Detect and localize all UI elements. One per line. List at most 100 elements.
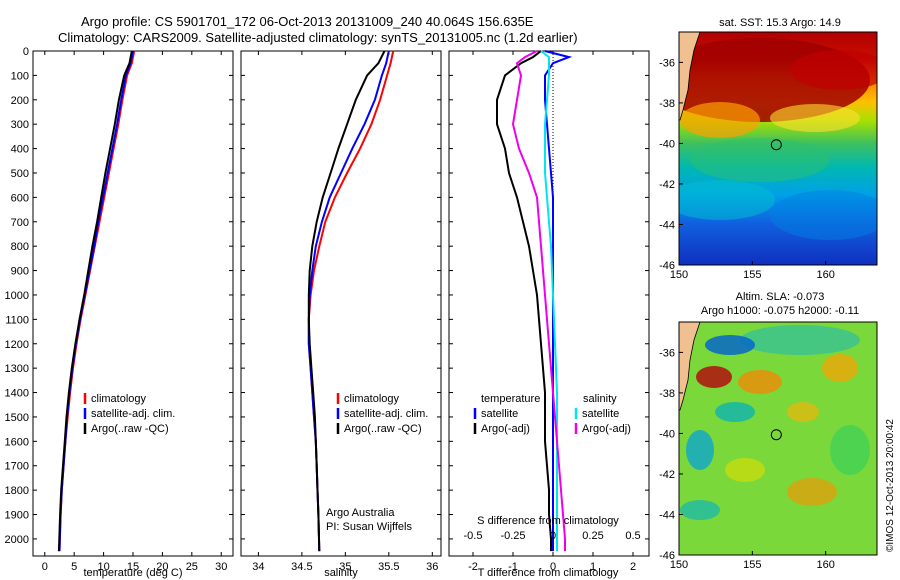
difference-profiles — [496, 50, 573, 552]
x-tick-label: -1 — [508, 561, 518, 573]
x-tick-label: -2 — [468, 561, 478, 573]
depth-tick-label: 1800 — [5, 485, 29, 497]
depth-tick-label: 2000 — [5, 534, 29, 546]
temperature-profiles — [57, 50, 136, 552]
difference-panel: -2 -1 0 1 2 temperature salinity satellite A… — [448, 50, 650, 579]
annotation-argo-australia: Argo Australia — [326, 507, 395, 519]
annotation-pi: PI: Susan Wijffels — [326, 521, 412, 533]
s-tick-label: 0.5 — [625, 530, 640, 542]
lon-tick-label: 155 — [743, 559, 761, 571]
legend-label: climatology — [344, 393, 400, 405]
temperature-legend: climatology satellite-adj. clim. Argo(..… — [83, 393, 175, 435]
lat-tick-label: -38 — [659, 388, 675, 400]
series-line — [57, 50, 133, 552]
depth-tick-label: 900 — [11, 266, 29, 278]
lat-tick-label: -44 — [659, 509, 675, 521]
x-tick-label: 15 — [127, 561, 139, 573]
figure-title-line1: Argo profile: CS 5901701_172 06-Oct-2013… — [81, 14, 534, 29]
depth-tick-label: 300 — [11, 119, 29, 131]
legend-label: Argo(..raw -QC) — [91, 423, 169, 435]
x-tick-label: 5 — [71, 561, 77, 573]
lat-tick-label: -42 — [659, 179, 675, 191]
x-tick-label: 0 — [550, 561, 556, 573]
depth-tick-label: 1000 — [5, 290, 29, 302]
x-tick-label: 25 — [186, 561, 198, 573]
depth-axis: 0 100 200 300 400 500 600 700 800 900 1000 1100 1200… — [5, 46, 233, 546]
lat-tick-label: -42 — [659, 469, 675, 481]
salinity-x-label: salinity — [324, 567, 358, 579]
sla-map-title: Altim. SLA: -0.073 — [736, 291, 825, 303]
s-tick-label: 0 — [550, 530, 556, 542]
salinity-profiles — [307, 50, 395, 552]
series-line — [307, 50, 386, 552]
series-line — [540, 50, 558, 552]
series-line — [511, 50, 566, 552]
depth-tick-label: 1500 — [5, 412, 29, 424]
argo-location-marker — [770, 429, 782, 441]
credit-stamp: ©IMOS 12-Oct-2013 20:00:42 — [885, 419, 896, 552]
depth-tick-label: 400 — [11, 144, 29, 156]
x-tick-label: 1 — [590, 561, 596, 573]
lon-tick-label: 150 — [670, 559, 688, 571]
t-difference-label: T difference from climatology — [478, 567, 619, 579]
sst-map-ticks: 150 155 160 -46 -44 -42 -40 -38 -36 — [659, 57, 835, 281]
lat-tick-label: -44 — [659, 219, 675, 231]
s-tick-label: -0.25 — [500, 530, 525, 542]
legend-label: satellite — [481, 408, 518, 420]
difference-x-axis: -2 -1 0 1 2 — [468, 51, 636, 573]
temperature-x-label: temperature (deg C) — [83, 567, 182, 579]
x-tick-label: 35 — [339, 561, 351, 573]
x-tick-label: 20 — [156, 561, 168, 573]
x-tick-label: 10 — [97, 561, 109, 573]
series-line — [496, 50, 552, 552]
lat-tick-label: -46 — [659, 260, 675, 272]
legend-label: Argo(..raw -QC) — [344, 423, 422, 435]
s-tick-label: -0.5 — [464, 530, 483, 542]
legend-label: satellite — [582, 408, 619, 420]
depth-tick-label: 700 — [11, 217, 29, 229]
depth-tick-label: 1300 — [5, 363, 29, 375]
lat-tick-label: -38 — [659, 98, 675, 110]
depth-tick-label: 1900 — [5, 510, 29, 522]
argo-location-marker — [770, 139, 782, 151]
s-difference-label: S difference from climatology — [477, 515, 619, 527]
x-tick-label: 35.5 — [378, 561, 399, 573]
figure-title-line2: Climatology: CARS2009. Satellite-adjuste… — [58, 30, 578, 45]
depth-tick-label: 1600 — [5, 436, 29, 448]
salinity-depth-ticks — [241, 50, 441, 540]
depth-tick-label: 100 — [11, 70, 29, 82]
lon-tick-label: 160 — [816, 269, 834, 281]
lat-tick-label: -46 — [659, 550, 675, 562]
depth-tick-label: 500 — [11, 168, 29, 180]
s-difference-ticks: -0.5 -0.25 0 0.25 0.5 — [464, 530, 641, 542]
sla-map-panel: Altim. SLA: -0.073 Argo h1000: -0.075 h2… — [659, 291, 878, 571]
depth-tick-label: 600 — [11, 192, 29, 204]
x-tick-label: 36 — [426, 561, 438, 573]
lat-tick-label: -36 — [659, 347, 675, 359]
difference-legend: temperature salinity satellite Argo(-adj… — [473, 393, 631, 435]
legend-heading-salinity: salinity — [583, 393, 617, 405]
depth-tick-label: 1400 — [5, 388, 29, 400]
x-tick-label: 2 — [630, 561, 636, 573]
temperature-panel: 0100200300400500600700800900100011001200… — [5, 46, 234, 579]
salinity-legend: climatology satellite-adj. clim. Argo(..… — [336, 393, 428, 435]
legend-label: climatology — [91, 393, 147, 405]
sla-map-ticks: 150 155 160 -46 -44 -42 -40 -38 -36 — [659, 347, 835, 571]
lat-tick-label: -40 — [659, 138, 675, 150]
salinity-x-axis: 34 34.5 35 35.5 36 — [252, 51, 438, 573]
depth-tick-label: 1200 — [5, 339, 29, 351]
legend-label: satellite-adj. clim. — [91, 408, 175, 420]
depth-tick-label: 0 — [23, 46, 29, 58]
difference-depth-ticks — [449, 50, 649, 540]
legend-label: Argo(-adj) — [582, 423, 631, 435]
depth-tick-label: 1700 — [5, 461, 29, 473]
lat-tick-label: -40 — [659, 428, 675, 440]
salinity-panel: 34 34.5 35 35.5 36 salinity climatology sate… — [240, 50, 442, 579]
depth-tick-label: 1100 — [5, 314, 29, 326]
x-tick-label: 0 — [42, 561, 48, 573]
lon-tick-label: 155 — [743, 269, 761, 281]
lon-tick-label: 150 — [670, 269, 688, 281]
lat-tick-label: -36 — [659, 57, 675, 69]
depth-tick-label: 800 — [11, 241, 29, 253]
